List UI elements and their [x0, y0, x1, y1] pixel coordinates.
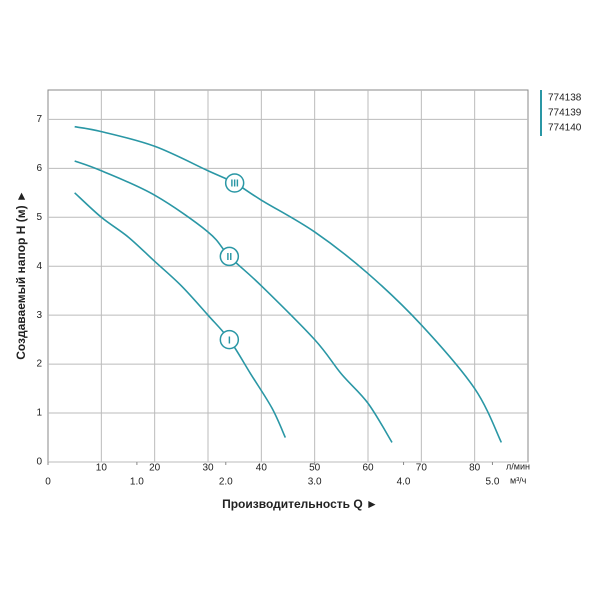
- x-unit: л/мин: [506, 461, 530, 471]
- y-tick-label: 1: [36, 408, 42, 419]
- x2-tick-label: 2.0: [219, 477, 233, 488]
- curve: [74, 125, 503, 443]
- legend-entry: 774139: [548, 108, 582, 119]
- y-tick-label: 2: [36, 359, 42, 370]
- x-tick-label: 60: [362, 463, 374, 474]
- x2-tick-label: 5.0: [485, 477, 499, 488]
- y-tick-label: 6: [36, 163, 42, 174]
- legend-entry: 774140: [548, 123, 582, 134]
- x-tick-label: 20: [149, 463, 161, 474]
- y-tick-label: 4: [36, 261, 42, 272]
- legend-entry: 774138: [548, 93, 582, 104]
- y-tick-label: 3: [36, 310, 42, 321]
- y-tick-label: 7: [36, 114, 42, 125]
- x-tick-label: 70: [416, 463, 428, 474]
- curve: [74, 192, 287, 438]
- curve-label-circle: [224, 173, 245, 193]
- curve-label-circle: [219, 246, 240, 267]
- y-tick-label: 5: [36, 212, 42, 223]
- curve-label-circle: [219, 329, 240, 350]
- x2-tick-label: 3.0: [308, 477, 322, 488]
- x-tick-label: 10: [96, 463, 108, 474]
- x2-tick-label: 0: [45, 477, 51, 488]
- x-axis-label: Производительность Q ►: [222, 497, 378, 511]
- x-tick-label: 40: [256, 463, 268, 474]
- y-tick-label: 0: [36, 457, 42, 468]
- x2-unit: м³/ч: [510, 475, 527, 485]
- x2-tick-label: 4.0: [397, 477, 411, 488]
- x-tick-label: 30: [202, 463, 214, 474]
- curve-label: I: [228, 335, 231, 346]
- x2-tick-label: 1.0: [130, 477, 144, 488]
- x-tick-label: 50: [309, 463, 321, 474]
- curve: [74, 160, 393, 443]
- curve-label: III: [230, 179, 239, 190]
- x-tick-label: 80: [469, 463, 481, 474]
- y-axis-label: Создаваемый напор H (м) ►: [14, 190, 28, 360]
- curve-label: II: [227, 252, 233, 263]
